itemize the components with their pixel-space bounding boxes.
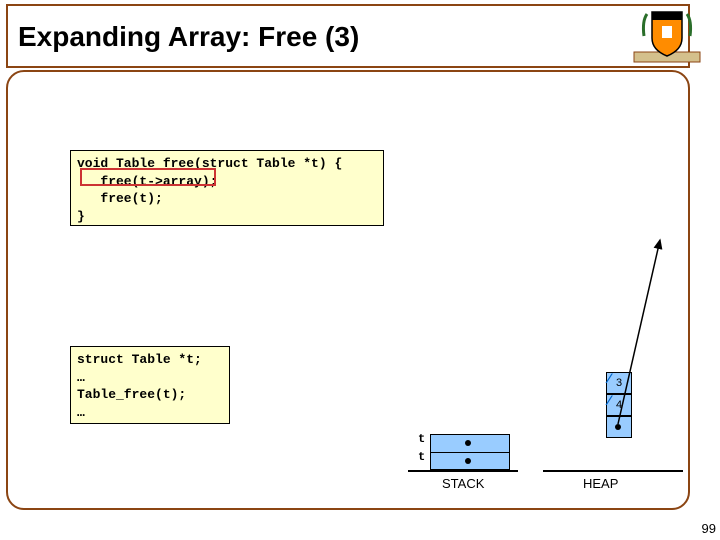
code-block-caller: struct Table *t; … Table_free(t); … xyxy=(70,346,230,424)
highlight-rect xyxy=(80,168,216,186)
shield-icon xyxy=(632,6,702,70)
pointer-dot xyxy=(465,440,471,446)
heap-underline xyxy=(543,470,683,472)
pointer-dot xyxy=(615,424,621,430)
stack-label: STACK xyxy=(442,476,484,491)
page-number: 99 xyxy=(702,521,716,536)
code-block-function: void Table_free(struct Table *t) { free(… xyxy=(70,150,384,226)
title-bar: Expanding Array: Free (3) xyxy=(6,4,690,68)
stack-var-label: t xyxy=(418,450,425,464)
title-divider xyxy=(6,66,690,68)
stack-var-label: t xyxy=(418,432,425,446)
content-frame xyxy=(6,70,690,510)
slide-title: Expanding Array: Free (3) xyxy=(18,21,359,53)
pointer-dot xyxy=(465,458,471,464)
strike-icon: ⁄ xyxy=(608,392,610,408)
stack-underline xyxy=(408,470,518,472)
heap-label: HEAP xyxy=(583,476,618,491)
slide-root: Expanding Array: Free (3) void Table_fre… xyxy=(0,0,720,540)
princeton-logo xyxy=(632,6,702,70)
strike-icon: ⁄ xyxy=(608,370,610,386)
